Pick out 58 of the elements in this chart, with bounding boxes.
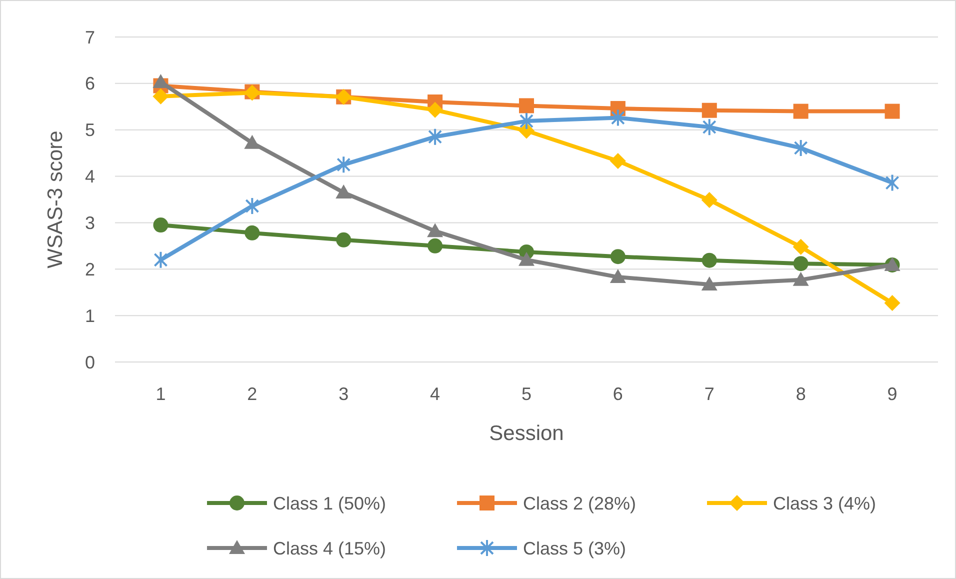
point [610,269,626,284]
point [336,232,352,248]
point [153,218,168,233]
point [519,98,534,114]
legend-label: Class 1 (50%) [273,493,386,514]
point [793,256,808,272]
point [610,108,625,127]
point [884,295,900,312]
y-tick-label: 7 [84,27,95,48]
point [792,272,809,286]
point [702,118,716,136]
point [244,134,260,149]
x-tick-label: 9 [887,384,898,404]
point [794,138,808,157]
point [702,252,717,268]
y-tick-label: 6 [84,74,95,94]
point [244,225,260,240]
point [152,88,169,104]
legend-label: Class 5 (3%) [523,538,626,558]
x-tick-label: 7 [704,384,714,404]
x-tick-label: 3 [338,384,349,404]
point [518,252,534,266]
point [336,156,351,174]
point [701,192,718,208]
legend-label: Class 3 (4%) [773,493,876,514]
legend-label: Class 4 (15%) [273,538,386,558]
point [701,276,718,290]
y-tick-label: 5 [84,120,95,140]
x-axis-title: Session [489,422,564,445]
y-axis-title: WSAS-3 score [44,130,67,268]
x-tick-label: 4 [430,384,440,404]
x-tick-label: 1 [156,384,166,404]
point [885,174,900,192]
point [245,197,260,215]
x-tick-label: 8 [796,384,806,404]
legend-label: Class 2 (28%) [523,493,636,514]
point [428,238,443,254]
point [793,104,808,119]
x-tick-label: 5 [521,384,532,404]
point [884,104,900,119]
point [792,238,809,255]
point [336,184,352,199]
y-tick-label: 1 [84,306,95,326]
x-tick-label: 2 [247,384,258,404]
y-tick-label: 3 [84,213,95,234]
point [154,250,168,269]
point [610,249,626,264]
y-tick-label: 4 [84,166,95,187]
point [702,102,717,118]
point [518,122,534,139]
point [520,112,534,130]
point [427,102,444,118]
y-tick-label: 0 [84,352,95,372]
point [427,223,444,238]
point [610,152,626,169]
x-tick-label: 6 [612,384,623,404]
y-tick-label: 2 [84,259,95,280]
point [428,128,442,146]
